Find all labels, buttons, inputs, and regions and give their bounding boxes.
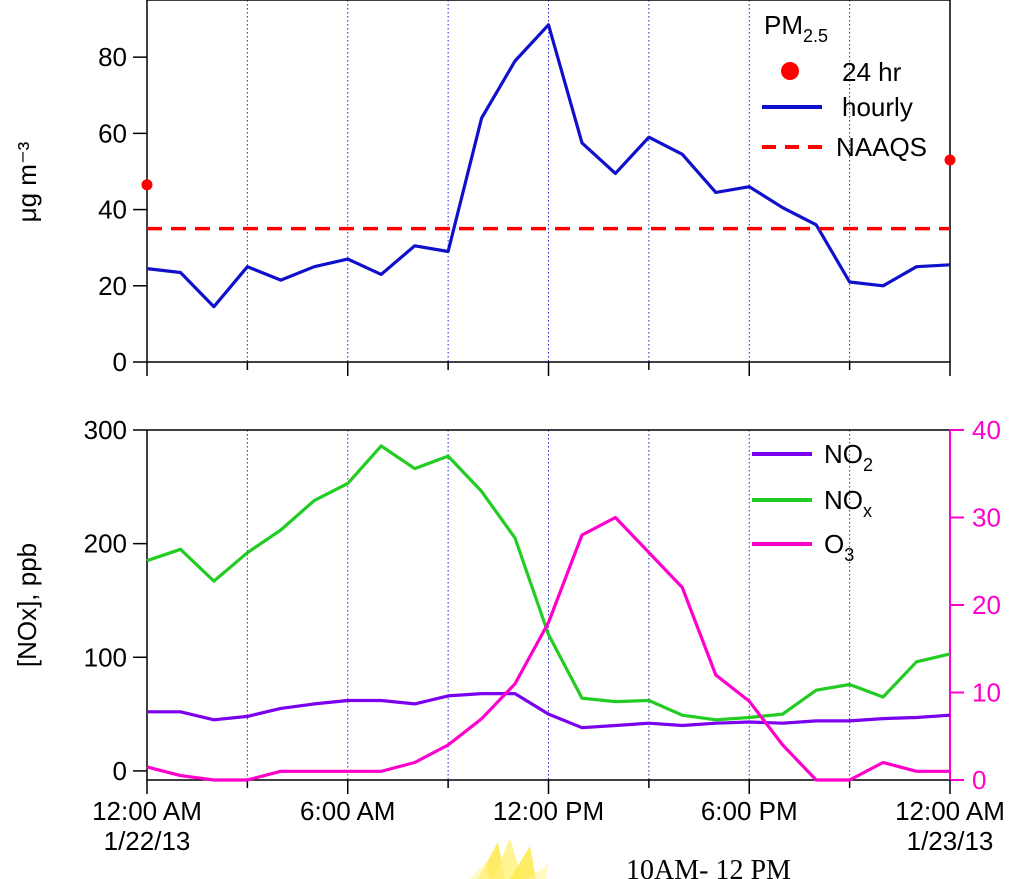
y-tick-label: 200 [84, 529, 127, 559]
y-tick-label: 60 [98, 118, 127, 148]
pm25-chart: 0 20 40 60 80 μg m⁻³ PM2.5 24 hr hourly NAAQ… [12, 0, 956, 377]
nox-x-axis: 12:00 AM1/22/136:00 AM 12:00 PM 6:00 PM 12:… [92, 780, 1005, 856]
y-tick-label: 20 [98, 271, 127, 301]
x-tick-label: 12:00 AM [92, 796, 202, 826]
series-line-hourly [146, 23, 951, 309]
legend-o3-label: O3 [824, 529, 854, 565]
legend-24hr-marker [781, 62, 799, 80]
x-tick-label: 1/22/13 [104, 826, 191, 856]
x-tick-label: 12:00 AM [895, 796, 1005, 826]
pm25-24hr-point [141, 179, 153, 191]
legend-no2-label: NO2 [824, 439, 873, 475]
nox-gridlines [246, 430, 851, 780]
y-tick-label: 0 [113, 756, 127, 786]
y2-tick-label: 40 [972, 415, 1001, 445]
legend-24hr-label: 24 hr [842, 57, 902, 87]
time-window-annotation: 10AM- 12 PM [626, 855, 791, 879]
nox-y-axis: 0 100 200 300 [84, 415, 147, 786]
series-line-o3 [146, 515, 950, 782]
pm25-x-axis [146, 362, 951, 376]
x-tick-label: 6:00 AM [300, 796, 395, 826]
pm25-legend-title-base: PM [764, 10, 803, 40]
pm25-legend-title-sub: 2.5 [803, 26, 828, 46]
y2-tick-label: 10 [972, 678, 1001, 708]
legend-hourly-label: hourly [842, 92, 913, 122]
x-tick-label: 12:00 PM [493, 796, 604, 826]
series-line-nox [146, 444, 951, 722]
nox-series [146, 444, 951, 782]
o3-y2-axis: 0 10 20 30 40 [950, 415, 1001, 795]
nox-y-axis-title: [NOx], ppb [12, 543, 42, 667]
legend-nox-label: NOx [824, 485, 872, 521]
x-tick-label: 1/23/13 [907, 826, 994, 856]
y2-tick-label: 20 [972, 590, 1001, 620]
sun-icon [470, 838, 548, 879]
series-line-no2 [147, 691, 951, 730]
pm25-legend: PM2.5 24 hr hourly NAAQS [762, 10, 927, 162]
pm25-y-axis-title: μg m⁻³ [12, 141, 42, 222]
pm25-series [141, 23, 956, 309]
y-tick-label: 40 [98, 195, 127, 225]
pm25-legend-title: PM2.5 [764, 10, 828, 46]
y-tick-label: 300 [84, 415, 127, 445]
pm25-24hr-point [944, 154, 956, 166]
y2-tick-label: 30 [972, 503, 1001, 533]
y-tick-label: 0 [113, 347, 127, 377]
pm25-gridlines [246, 0, 851, 362]
nox-legend: NO2 NOx O3 [752, 439, 873, 565]
y-tick-label: 80 [98, 42, 127, 72]
legend-naaqs-label: NAAQS [836, 132, 927, 162]
x-tick-label: 6:00 PM [701, 796, 798, 826]
y2-tick-label: 0 [972, 765, 986, 795]
y-tick-label: 100 [84, 642, 127, 672]
pm25-y-axis: 0 20 40 60 80 [98, 42, 147, 377]
